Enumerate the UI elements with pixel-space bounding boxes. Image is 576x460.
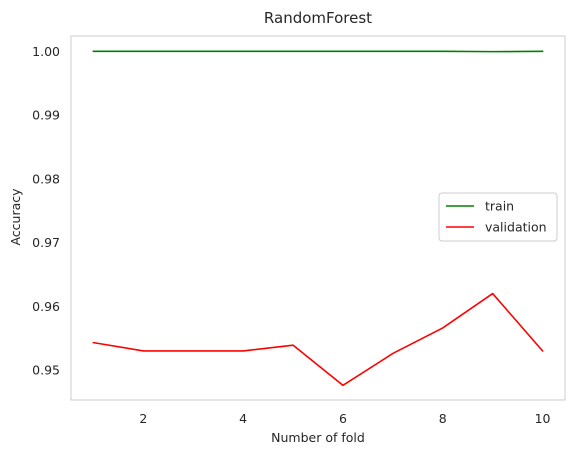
y-axis-label: Accuracy (8, 188, 23, 246)
y-tick-label: 0.95 (32, 363, 60, 378)
y-tick-label: 0.98 (32, 171, 60, 186)
x-tick-label: 2 (139, 411, 147, 426)
x-tick-label: 4 (239, 411, 247, 426)
legend-label-train: train (485, 199, 514, 214)
y-tick-label: 1.00 (32, 44, 60, 59)
y-tick-label: 0.96 (32, 299, 60, 314)
y-tick-label: 0.99 (32, 108, 60, 123)
x-tick-label: 8 (439, 411, 447, 426)
chart-title: RandomForest (264, 9, 372, 27)
x-tick-label: 10 (535, 411, 551, 426)
legend-label-validation: validation (485, 220, 547, 235)
x-axis-label: Number of fold (271, 430, 365, 445)
x-tick-label: 6 (339, 411, 347, 426)
y-tick-label: 0.97 (32, 235, 60, 250)
